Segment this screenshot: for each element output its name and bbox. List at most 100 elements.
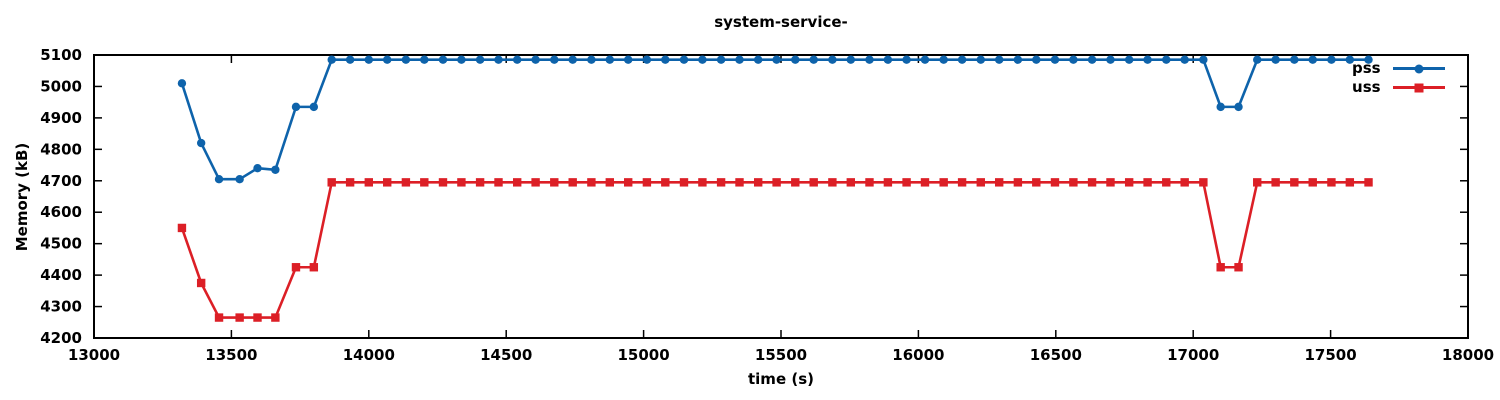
series-pss-point [791,55,800,64]
series-pss-point [716,55,726,64]
series-uss-point [753,178,763,187]
series-pss-point [1050,55,1060,64]
x-tick-label: 15000 [618,346,670,364]
x-tick-label: 13500 [205,346,257,364]
series-uss-point [791,178,800,187]
y-tick-label: 4800 [40,140,82,158]
series-uss-point [587,178,596,187]
series-uss-point [271,313,280,322]
series-uss-line [180,181,1370,319]
series-uss-point [1199,178,1208,187]
series-pss-point [846,55,855,64]
x-tick-label: 16500 [1030,346,1082,364]
series-pss-point [698,55,707,64]
series-pss-point [587,55,596,64]
series-pss-point [1180,55,1189,64]
series-pss-point [235,175,244,184]
series-pss-point [1253,55,1262,64]
series-pss-point [1069,55,1078,64]
series-pss-point [939,55,948,64]
x-tick-label: 14000 [343,346,395,364]
series-pss-point [383,55,392,64]
series-pss-point [865,55,874,64]
series-uss-point [1124,178,1134,187]
series-uss-point [624,178,633,187]
legend-label-uss: uss [1352,78,1381,96]
series-uss-point [828,178,837,187]
series-uss-point [605,178,614,187]
series-uss-point [642,178,652,187]
series-pss-point [1290,55,1299,64]
y-tick-label: 4500 [40,235,82,253]
series-uss-point [1087,178,1097,187]
series-uss-point [1106,178,1115,187]
series-pss-point [753,55,763,64]
series-uss-point [1271,178,1280,187]
series-uss-point [1216,263,1225,272]
series-uss-point [475,178,485,187]
y-tick-label: 4700 [40,172,82,190]
series-pss-point [1271,55,1280,64]
series-uss-point [1013,178,1023,187]
series-uss-point [1050,178,1060,187]
series-uss-point [661,178,670,187]
series-uss-point [1180,178,1189,187]
series-pss-point [253,164,262,173]
y-tick-label: 5100 [40,46,82,64]
series-uss-point [494,178,503,187]
chart-title: system-service- [714,13,848,31]
series-uss-point [902,178,911,187]
series-pss-point [976,55,985,64]
series-uss-point [976,178,985,187]
x-tick-label: 16000 [892,346,944,364]
series-uss-point [1308,178,1317,187]
series-pss-point [920,55,930,64]
series-pss-point [1234,102,1243,112]
series-pss-point [1162,55,1171,64]
series-pss-point [1364,55,1373,64]
x-tick-label: 15500 [755,346,807,364]
y-tick-label: 4200 [40,329,82,347]
series-pss-point [883,55,893,64]
series-uss-point [550,178,559,187]
series-uss-point [531,178,540,187]
series-pss-point [1345,55,1355,64]
series-uss-point [809,178,818,187]
series-uss-point [420,178,429,187]
series-pss-point [568,55,577,64]
series-pss-point [1013,55,1023,64]
legend-sample-pss [1392,61,1445,76]
series-pss-point [401,55,411,64]
series-uss-point [291,263,301,272]
series-uss-point [939,178,948,187]
series-uss-point [401,178,411,187]
legend: pss uss [1352,61,1445,99]
series-pss-point [1032,55,1041,64]
series-pss-point [309,102,319,112]
series-uss-point [1290,178,1299,187]
series-uss-point [512,178,522,187]
series-pss-point [327,55,336,64]
series-uss-point [994,178,1004,187]
y-tick-label: 5000 [40,77,82,95]
x-tick-label: 13000 [68,346,120,364]
series-pss-point [457,55,466,64]
series-uss-point [177,223,187,233]
uss-square-marker-icon [1414,83,1424,92]
series-uss-point [214,313,224,322]
series-pss-point [271,165,280,174]
series-pss-point [1308,55,1317,64]
series-uss-point [865,178,874,187]
series-pss-point [1087,55,1097,64]
x-tick-label: 18000 [1442,346,1494,364]
series-pss-point [624,55,633,64]
series-uss-point [383,178,392,187]
series-pss-point [828,55,837,64]
series-pss-point [214,175,224,184]
series-uss-point [457,178,466,187]
series-pss-point [642,55,652,64]
series-pss-point [809,55,818,64]
x-axis-title: time (s) [748,370,814,388]
